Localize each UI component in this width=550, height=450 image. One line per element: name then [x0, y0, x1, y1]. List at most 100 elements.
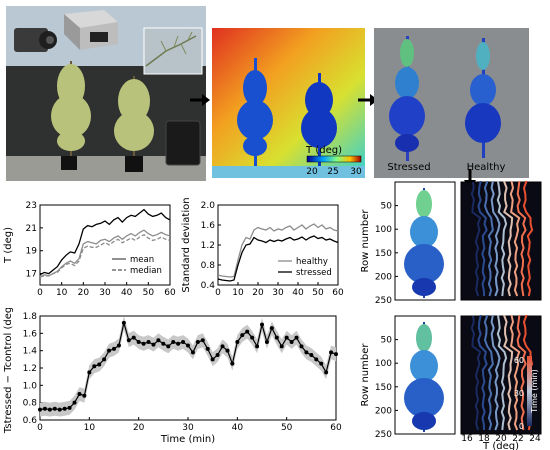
- data-point: [87, 370, 92, 375]
- series-mean: [39, 229, 171, 278]
- row-profile-line: [490, 181, 501, 297]
- thermal-image-panel: T (deg) 20 25 30: [212, 28, 365, 178]
- y-tick-label: 50: [381, 336, 393, 346]
- y-tick-label: 150: [375, 249, 392, 259]
- data-point: [146, 340, 151, 344]
- colorbar-title: T (deg): [305, 145, 342, 156]
- x-tick-label: 30: [99, 288, 111, 298]
- y-tick-label: 150: [375, 383, 392, 393]
- data-point: [171, 340, 176, 344]
- y-tick-label: 2.0: [201, 201, 216, 211]
- y-tick-label: 250: [375, 296, 392, 306]
- row-profile-line: [483, 181, 494, 297]
- x-tick-label: 40: [232, 423, 244, 433]
- data-point: [47, 407, 52, 412]
- left-tree: [51, 61, 91, 156]
- branch-inset: [143, 27, 203, 75]
- segmented-image-panel: Stressed Healthy: [374, 28, 529, 178]
- y-axis-label: Row number: [360, 209, 371, 273]
- x-tick-label: 22: [512, 434, 523, 444]
- x-tick-label: 18: [478, 434, 490, 444]
- y-tick-label: 21: [26, 224, 37, 234]
- y-tick-label: 0.4: [201, 281, 216, 291]
- thermal-colorbar: T (deg) 20 25 30: [305, 145, 362, 177]
- row-profile-line: [483, 315, 494, 431]
- data-point: [181, 340, 186, 344]
- x-tick-label: 10: [232, 288, 244, 298]
- data-point: [121, 320, 126, 325]
- camera-icon: [14, 28, 57, 52]
- data-point: [264, 340, 269, 344]
- chart-std: 0 10 20 30 40 50 60 0.4 0.8 1.2 1.6 2.0 Standard dev…: [181, 197, 344, 298]
- x-tick-label: 60: [164, 288, 176, 298]
- data-point: [186, 343, 190, 348]
- y-tick-label: 0.8: [201, 261, 216, 271]
- data-point: [255, 344, 260, 349]
- data-point: [136, 340, 141, 344]
- data-point: [269, 326, 274, 331]
- data-point: [294, 335, 299, 340]
- data-point: [107, 348, 112, 353]
- data-point: [205, 346, 210, 351]
- y-axis-label: Row number: [360, 343, 371, 407]
- x-axis-label: T (deg): [482, 441, 519, 450]
- x-tick-label: 20: [495, 434, 507, 444]
- data-point: [72, 400, 77, 405]
- x-tick-label: 40: [121, 288, 133, 298]
- colorbar-tick-25: 25: [327, 167, 338, 177]
- x-tick-label: 50: [281, 423, 293, 433]
- colorbar-label: Time (min): [530, 369, 539, 413]
- label-stressed: Stressed: [387, 162, 430, 173]
- arrow-right-1: [190, 94, 210, 106]
- tree-profile-bottom: 50 100 150 200 250 Row number: [360, 315, 456, 440]
- segmented-healthy-tree: [465, 38, 501, 158]
- x-tick-label: 50: [312, 288, 324, 298]
- data-point: [195, 340, 200, 344]
- data-point: [324, 370, 329, 375]
- tree-profile-top: 50 100 150 200 250 Row number: [360, 181, 456, 306]
- data-point: [102, 357, 107, 362]
- row-profile-line: [516, 315, 527, 431]
- data-point: [220, 344, 225, 349]
- time-colorbar: 0 30 60 Time (min): [514, 356, 539, 431]
- y-tick-label: 1.4: [23, 347, 38, 357]
- data-point: [82, 393, 87, 398]
- x-tick-label: 40: [292, 288, 304, 298]
- y-tick-label: 1.6: [23, 329, 38, 339]
- data-point: [67, 405, 72, 410]
- row-profile-line: [496, 315, 508, 431]
- data-point: [161, 341, 166, 346]
- x-tick-label: 20: [252, 288, 264, 298]
- y-tick-label: 19: [26, 247, 38, 257]
- data-point: [314, 357, 319, 362]
- data-point: [289, 340, 294, 344]
- x-tick-label: 24: [529, 434, 541, 444]
- black-device: [165, 120, 201, 166]
- data-point: [52, 406, 57, 411]
- data-point: [62, 406, 67, 411]
- data-point: [126, 338, 131, 343]
- x-tick-label: 20: [78, 288, 90, 298]
- data-point: [225, 348, 230, 353]
- data-point: [284, 335, 289, 340]
- data-point: [176, 341, 181, 346]
- x-tick-label: 30: [182, 423, 194, 433]
- x-tick-label: 0: [37, 423, 43, 433]
- y-axis-label: Tstressed − Tcontrol (deg): [3, 308, 14, 434]
- data-point: [215, 353, 220, 357]
- data-point: [112, 346, 116, 351]
- y-tick-label: 23: [26, 201, 37, 211]
- data-point: [329, 350, 334, 355]
- data-point: [260, 322, 264, 327]
- row-profile-line: [477, 181, 488, 297]
- x-tick-label: 16: [461, 434, 473, 444]
- row-profile-line: [496, 181, 508, 297]
- data-point: [190, 350, 195, 355]
- y-tick-label: 100: [375, 225, 392, 235]
- y-tick-label: 17: [26, 270, 37, 280]
- y-tick-label: 200: [375, 272, 392, 282]
- y-tick-label: 200: [375, 406, 392, 416]
